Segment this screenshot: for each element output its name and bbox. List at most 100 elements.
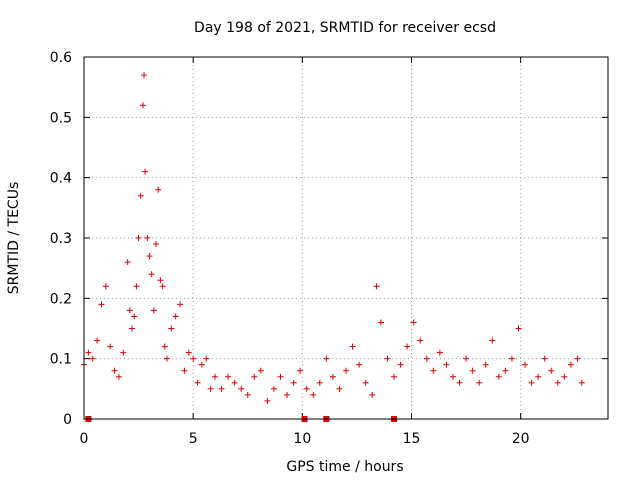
data-point [225,373,232,380]
data-point [316,379,323,386]
data-point [144,235,151,241]
x-axis-label: GPS time / hours [286,459,403,475]
data-point [336,385,343,392]
data-point [554,379,561,386]
data-point [528,379,535,386]
data-point [369,391,376,398]
data-point [463,355,470,362]
data-point [198,361,205,368]
data-point [251,373,258,380]
data-point [181,367,188,374]
data-point [508,355,515,362]
data-point [423,355,430,362]
data-point [111,367,118,374]
data-point [373,283,380,290]
data-point [231,379,238,386]
data-point [377,319,384,326]
data-point [574,355,581,362]
data-point [323,355,330,362]
data-point [495,373,502,380]
data-point [131,313,138,320]
x-tick-label: 10 [293,431,311,447]
data-point [120,349,127,356]
data-point [356,361,363,368]
data-point [430,367,437,374]
data-point [244,391,251,398]
data-point [194,379,201,386]
data-point [102,283,109,290]
ticks: 0 0.1 0.2 0.3 0.4 0.5 0.6 0 5 10 15 20 [50,50,608,447]
data-point [436,349,443,356]
data-point [456,379,463,386]
data-point [207,385,214,392]
y-axis-label: SRMTID / TECUs [6,182,22,295]
data-point [303,385,310,392]
data-point [212,373,218,380]
x-tick-label: 5 [189,431,198,447]
data-point [277,373,284,380]
y-tick-label: 0.5 [50,110,72,126]
data-point [157,277,164,284]
data-point [443,361,450,368]
y-tick-label: 0.4 [50,171,72,187]
data-point [489,337,496,344]
data-point [177,301,184,308]
data-point [185,349,192,356]
data-point [397,361,404,368]
data-point [126,307,133,314]
data-points [81,72,585,404]
plot-frame [83,56,609,420]
data-point [417,337,424,344]
chart-title: Day 198 of 2021, SRMTID for receiver ecs… [194,20,496,36]
data-point [89,355,96,362]
data-point [172,313,179,320]
data-point [284,391,291,398]
data-point [153,241,160,248]
data-point [522,361,529,368]
data-point [124,259,131,266]
x-tick-label: 0 [80,431,89,447]
data-point [535,373,542,380]
data-point [94,337,101,344]
x-tick-label: 15 [403,431,421,447]
data-point [190,355,197,362]
data-point [142,168,149,175]
data-point [384,355,391,362]
data-point [502,367,509,374]
data-point [343,367,349,374]
y-tick-label: 0.1 [50,352,72,368]
data-point [469,367,476,374]
data-point [476,379,483,386]
data-point [449,373,456,380]
x-tick-label: 20 [512,431,530,447]
data-point [404,343,411,350]
y-tick-label: 0.3 [50,231,72,247]
data-point [146,253,153,260]
data-point [159,283,166,290]
y-tick-label: 0 [63,412,72,428]
data-point [391,373,398,380]
data-point [141,72,148,79]
data-point [541,355,548,362]
data-point [257,367,264,374]
data-point [150,307,157,314]
data-point [567,361,574,368]
data-point [578,379,585,386]
data-point [362,379,369,386]
data-point [98,301,105,308]
grid [84,57,608,419]
data-point [548,367,555,374]
y-tick-label: 0.2 [50,291,72,307]
data-point [85,349,92,356]
data-point [137,192,144,199]
data-point [203,355,210,362]
data-point [218,385,225,392]
data-point [139,102,146,109]
data-point [163,355,170,362]
data-point [270,385,277,392]
data-point [561,373,568,380]
data-point [155,186,162,193]
data-point [238,385,245,392]
data-point [290,379,297,386]
